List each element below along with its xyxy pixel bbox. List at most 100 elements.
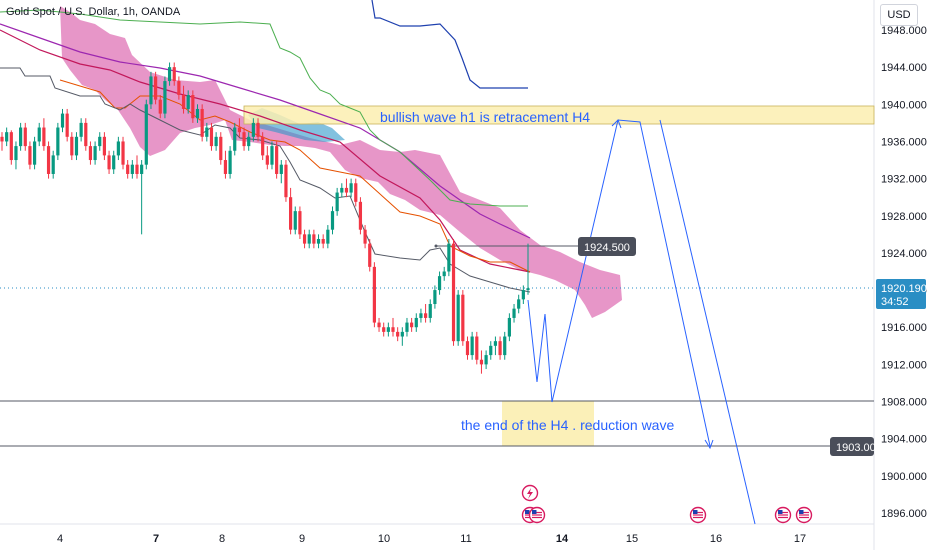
candle-body <box>56 127 60 156</box>
candle-body <box>195 108 200 119</box>
lightning-event-icon[interactable] <box>521 484 539 502</box>
candle-body <box>270 146 274 165</box>
marker-price-tag: 1924.500 <box>578 237 636 256</box>
candle-body <box>140 164 144 174</box>
projection-path-2 <box>659 119 756 525</box>
candle-body <box>479 359 484 365</box>
candle-body <box>65 113 69 137</box>
candle-body <box>507 317 511 337</box>
price-tick-label: 1916.000 <box>881 322 927 334</box>
candle-body <box>382 327 386 332</box>
time-tick-label: 4 <box>57 533 63 545</box>
candle-body <box>442 271 446 277</box>
candle-body <box>451 243 456 342</box>
candle-body <box>261 136 265 156</box>
candle-body <box>42 127 46 147</box>
candle-body <box>177 81 181 96</box>
price-tick-label: 1912.000 <box>881 359 927 371</box>
candle-body <box>526 288 530 291</box>
candle-body <box>135 164 139 174</box>
time-tick-label: 16 <box>710 533 722 545</box>
candle-body <box>121 141 125 165</box>
candle-body <box>84 122 88 147</box>
svg-text:1920.190: 1920.190 <box>881 283 927 295</box>
candle-body <box>377 322 381 328</box>
candle-body <box>74 136 79 156</box>
time-tick-label: 7 <box>153 533 159 545</box>
candle-body <box>107 155 111 170</box>
candle-body <box>167 67 172 82</box>
candle-body <box>493 341 498 346</box>
candle-body <box>23 127 27 147</box>
candle-body <box>242 132 246 147</box>
us-flag-event-icon[interactable] <box>689 506 707 524</box>
symbol-title: Gold Spot / U.S. Dollar, 1h, OANDA <box>6 6 181 18</box>
us-flag-event-icon[interactable] <box>528 506 546 524</box>
candle-body <box>247 136 251 147</box>
ma-line-red <box>0 29 531 273</box>
candle-body <box>419 313 423 318</box>
price-tick-label: 1900.000 <box>881 471 927 483</box>
candle-body <box>102 136 107 156</box>
candle-body <box>489 345 493 356</box>
price-axis[interactable] <box>874 0 932 550</box>
candle-body <box>363 229 367 244</box>
candle-body <box>307 234 311 244</box>
reduction-zone <box>502 401 594 446</box>
candle-body <box>214 136 218 147</box>
candle-body <box>51 155 55 174</box>
price-tick-label: 1940.000 <box>881 99 927 111</box>
candle-body <box>340 187 344 193</box>
candle-body <box>344 187 349 193</box>
candle-body <box>475 336 479 360</box>
svg-text:34:52: 34:52 <box>881 296 909 308</box>
us-flag-event-icon[interactable] <box>774 506 792 524</box>
price-tick-label: 1908.000 <box>881 397 927 409</box>
candle-body <box>126 164 130 174</box>
candle-body <box>423 313 428 318</box>
currency-selector[interactable]: USD <box>880 4 918 26</box>
last-price-tag: 1920.190 34:52 <box>876 279 927 309</box>
candle-body <box>312 234 316 244</box>
candle-body <box>60 113 65 128</box>
candle-body <box>330 211 335 230</box>
candle-body <box>279 164 283 174</box>
price-tick-label: 1924.000 <box>881 248 927 260</box>
candle-body <box>205 127 209 137</box>
candle-body <box>410 322 414 328</box>
time-tick-label: 14 <box>556 533 569 545</box>
candle-body <box>298 211 302 235</box>
candle-body <box>172 67 176 82</box>
candle-body <box>293 211 297 230</box>
base-line <box>0 67 531 293</box>
candle-body <box>70 136 74 156</box>
target-price-tag: 1903.000 <box>830 437 882 456</box>
projection-arrow-up <box>611 119 622 129</box>
candle-body <box>5 132 9 142</box>
candle-body <box>130 164 134 174</box>
candle-body <box>284 164 288 198</box>
candle-body <box>200 108 204 137</box>
candle-body <box>9 132 13 161</box>
candle-body <box>154 76 158 100</box>
price-tick-label: 1948.000 <box>881 25 927 37</box>
candle-body <box>503 336 507 356</box>
candle-body <box>256 122 260 137</box>
candle-body <box>400 331 404 337</box>
candle-body <box>302 234 307 244</box>
candle-body <box>28 146 32 165</box>
svg-text:1924.500: 1924.500 <box>584 242 630 254</box>
candle-body <box>93 146 97 161</box>
candle-body <box>46 146 51 174</box>
time-tick-label: 11 <box>460 533 471 545</box>
candle-body <box>414 317 418 328</box>
ma-line-purple <box>0 23 531 239</box>
candle-body <box>14 146 18 161</box>
price-tick-label: 1904.000 <box>881 434 927 446</box>
candle-body <box>428 304 432 318</box>
candle-body <box>470 336 474 356</box>
candle-body <box>79 122 83 137</box>
us-flag-event-icon[interactable] <box>795 506 813 524</box>
candle-body <box>447 243 451 272</box>
